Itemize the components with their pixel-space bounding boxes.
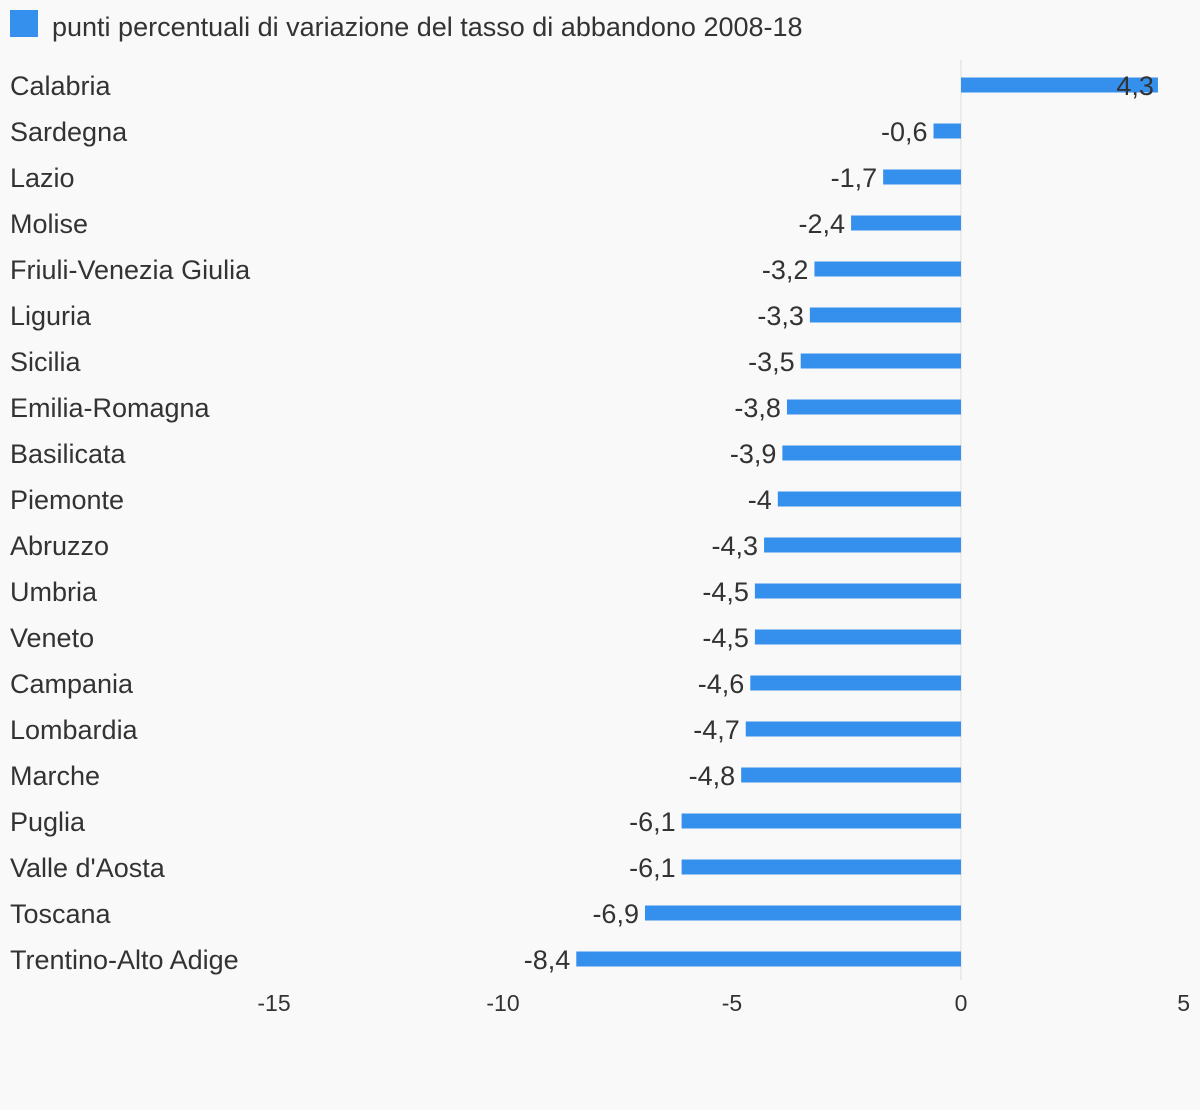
- category-label: Umbria: [10, 577, 98, 607]
- category-label: Trentino-Alto Adige: [10, 945, 239, 975]
- x-tick-label: -10: [486, 990, 519, 1016]
- bar: [933, 123, 961, 139]
- category-label: Veneto: [10, 623, 94, 653]
- value-label: -4: [748, 485, 772, 515]
- x-tick-label: 0: [955, 990, 968, 1016]
- value-label: 4,3: [1116, 71, 1154, 101]
- bar: [777, 491, 961, 507]
- category-label: Valle d'Aosta: [10, 853, 166, 883]
- bar: [786, 399, 961, 415]
- bar: [961, 77, 1158, 93]
- bar: [745, 721, 961, 737]
- value-label: -4,3: [712, 531, 759, 561]
- category-label: Lazio: [10, 163, 75, 193]
- category-label: Basilicata: [10, 439, 127, 469]
- category-label: Marche: [10, 761, 100, 791]
- value-label: -4,6: [698, 669, 745, 699]
- category-label: Sardegna: [10, 117, 128, 147]
- category-label: Campania: [10, 669, 134, 699]
- category-label: Toscana: [10, 899, 112, 929]
- value-label: -4,8: [689, 761, 736, 791]
- value-label: -4,5: [702, 577, 749, 607]
- bar: [883, 169, 961, 185]
- value-label: -3,8: [734, 393, 781, 423]
- value-label: -3,9: [730, 439, 777, 469]
- legend: punti percentuali di variazione del tass…: [10, 10, 803, 42]
- category-label: Piemonte: [10, 485, 124, 515]
- category-label: Liguria: [10, 301, 92, 331]
- value-label: -3,2: [762, 255, 809, 285]
- bar: [754, 583, 961, 599]
- value-label: -6,9: [592, 899, 639, 929]
- x-axis-ticks: -15 -10 -5 0 5: [257, 990, 1190, 1016]
- bar: [814, 261, 961, 277]
- category-label: Sicilia: [10, 347, 82, 377]
- value-label: -3,5: [748, 347, 795, 377]
- value-label: -6,1: [629, 807, 676, 837]
- category-label: Emilia-Romagna: [10, 393, 211, 423]
- x-tick-label: -15: [257, 990, 290, 1016]
- value-label: -6,1: [629, 853, 676, 883]
- legend-swatch: [10, 10, 38, 37]
- bar: [754, 629, 961, 645]
- category-label: Friuli-Venezia Giulia: [10, 255, 251, 285]
- value-label: -2,4: [799, 209, 846, 239]
- value-labels: 4,3 -0,6-1,7 -2,4 -3,2 -3,3 -3,5 -3,8 -3,9 -4 -4,…: [524, 71, 1154, 975]
- bar: [764, 537, 961, 553]
- category-label: Abruzzo: [10, 531, 109, 561]
- x-tick-label: -5: [722, 990, 742, 1016]
- category-label: Calabria: [10, 71, 112, 101]
- bar: [644, 905, 961, 921]
- bar: [851, 215, 961, 231]
- value-label: -3,3: [757, 301, 804, 331]
- value-label: -1,7: [831, 163, 878, 193]
- legend-label: punti percentuali di variazione del tass…: [52, 12, 803, 42]
- category-label: Puglia: [10, 807, 86, 837]
- category-labels: Calabria Sardegna Lazio Molise Friuli-Venezi…: [10, 71, 251, 975]
- value-label: -0,6: [881, 117, 928, 147]
- value-label: -4,7: [693, 715, 740, 745]
- bar: [681, 813, 961, 829]
- x-tick-label: 5: [1177, 990, 1190, 1016]
- category-label: Molise: [10, 209, 88, 239]
- category-label: Lombardia: [10, 715, 139, 745]
- bars: [576, 77, 1158, 967]
- bar: [782, 445, 961, 461]
- bar: [750, 675, 961, 691]
- bar: [800, 353, 961, 369]
- bar: [809, 307, 961, 323]
- value-label: -4,5: [702, 623, 749, 653]
- bar: [741, 767, 961, 783]
- value-label: -8,4: [524, 945, 571, 975]
- bar: [681, 859, 961, 875]
- bar: [576, 951, 961, 967]
